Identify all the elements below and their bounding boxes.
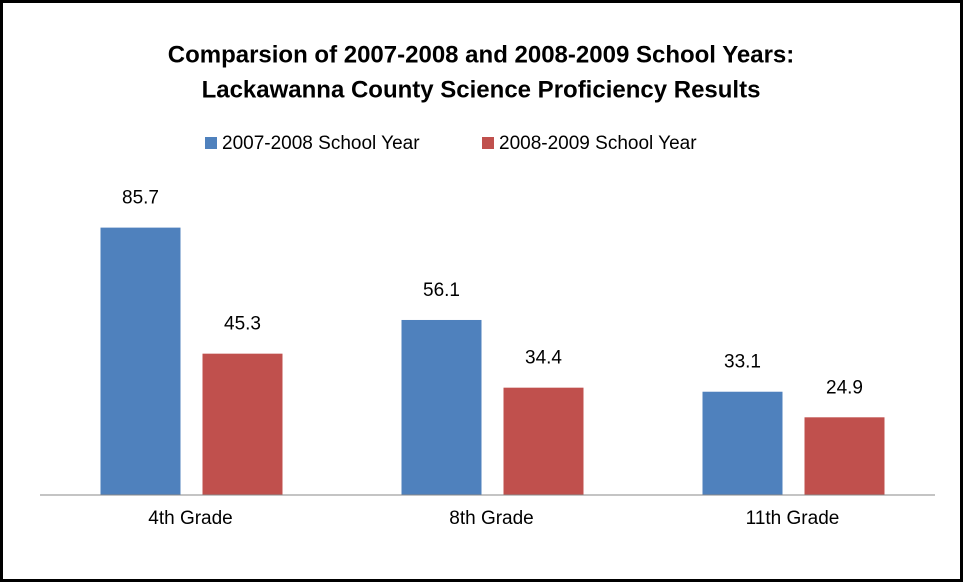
x-tick-label: 11th Grade [746,508,840,529]
bar [100,227,181,495]
legend-swatch [482,137,494,149]
legend-label: 2008-2009 School Year [499,133,697,154]
value-label: 56.1 [423,280,460,301]
value-label: 85.7 [122,188,159,209]
bar [202,353,283,495]
chart-title: Lackawanna County Science Proficiency Re… [202,76,761,103]
value-label: 24.9 [826,377,863,398]
value-label: 33.1 [724,352,761,373]
bar [503,387,584,495]
bar [401,319,482,495]
chart-title: Comparsion of 2007-2008 and 2008-2009 Sc… [168,41,795,68]
legend-label: 2007-2008 School Year [222,133,420,154]
bar [804,417,885,495]
x-tick-label: 4th Grade [148,508,233,529]
x-tick-label: 8th Grade [449,508,534,529]
legend-swatch [205,137,217,149]
bar [702,391,783,495]
value-label: 34.4 [525,348,562,369]
value-label: 45.3 [224,314,261,335]
